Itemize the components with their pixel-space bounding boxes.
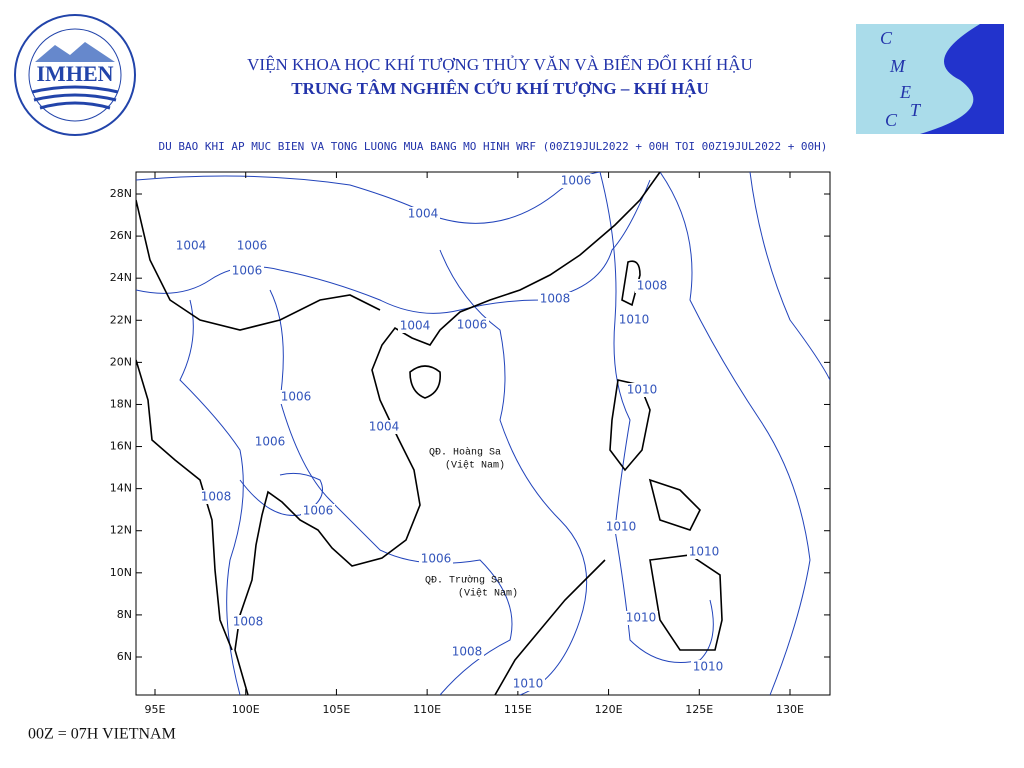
contour-label: 1008 [233,615,264,629]
contour-label-bg [253,435,287,449]
contour-label: 1010 [626,611,657,625]
lon-tick-label: 125E [685,703,713,716]
contour-label-bg [235,239,269,253]
lat-tick-label: 6N [117,650,132,663]
lat-tick-label: 26N [110,229,132,242]
contour-label: 1010 [606,520,637,534]
contour-label-bg [538,292,572,306]
contour-label-bg [230,264,264,278]
lat-tick-label: 22N [110,313,132,326]
contour-label: 1008 [637,279,668,293]
lat-tick-label: 14N [110,482,132,495]
contour-label: 1010 [627,383,658,397]
contour-label: 1008 [201,490,232,504]
contour-label: 1006 [237,239,268,253]
map-content [136,172,830,695]
contour-label-bg [624,611,658,625]
lat-tick-label: 20N [110,355,132,368]
lat-tick-label: 16N [110,440,132,453]
place-label: QĐ. Hoàng Sa [429,447,501,459]
contour-label: 1010 [619,313,650,327]
contour-label-bg [406,207,440,221]
contour-label-bg [174,239,208,253]
lat-tick-label: 24N [110,271,132,284]
lat-tick-label: 8N [117,608,132,621]
contour-label-bg [604,520,638,534]
contour-label-bg [559,174,593,188]
contour-label-bg [691,660,725,674]
logo-text: IMHEN [37,61,114,86]
contour-label-bg [231,615,265,629]
contour-label-bg [279,390,313,404]
imhen-logo: IMHEN [14,14,136,136]
map-title: DU BAO KHI AP MUC BIEN VA TONG LUONG MUA… [159,140,828,153]
coastlines [136,172,723,695]
lon-tick-label: 130E [776,703,804,716]
center-name: TRUNG TÂM NGHIÊN CỨU KHÍ TƯỢNG – KHÍ HẬU [291,79,708,98]
lat-tick-label: 28N [110,187,132,200]
contour-label: 1004 [400,319,431,333]
map-frame [135,171,831,696]
contour-label: 1006 [232,264,263,278]
contour-label: 1010 [693,660,724,674]
logo-letter: T [910,100,922,120]
contour-label-bg [455,318,489,332]
lat-tick-label: 12N [110,524,132,537]
lon-tick-label: 120E [595,703,623,716]
contour-label: 1008 [540,292,571,306]
contour-label-bg [617,313,651,327]
contour-label: 1006 [457,318,488,332]
contour-label: 1006 [255,435,286,449]
place-label: QĐ. Trường Sa [425,575,503,587]
contour-label-bg [511,677,545,691]
contour-label: 1006 [421,552,452,566]
logo-letter: E [899,82,911,102]
lat-tick-label: 18N [110,397,132,410]
contour-label-bg [635,279,669,293]
lat-tick-label: 10N [110,566,132,579]
contour-label-bg [398,319,432,333]
contour-label-bg [687,545,721,559]
logo-letter: C [880,28,893,48]
logo-letter: C [885,110,898,130]
contour-label-bg [419,552,453,566]
contour-label-bg [625,383,659,397]
lon-tick-label: 115E [504,703,532,716]
contour-label: 1010 [689,545,720,559]
lon-tick-label: 110E [413,703,441,716]
contour-label-bg [199,490,233,504]
footer-note: 00Z = 07H VIETNAM [28,726,176,743]
contour-label-bg [301,504,335,518]
contour-label: 1006 [281,390,312,404]
contour-label: 1008 [452,645,483,659]
contour-label: 1006 [561,174,592,188]
contour-label-bg [367,420,401,434]
lon-tick-label: 105E [322,703,350,716]
contour-label: 1004 [369,420,400,434]
place-label: (Việt Nam) [458,588,518,600]
contour-label: 1004 [176,239,207,253]
place-label: (Việt Nam) [445,460,505,472]
lon-tick-label: 100E [232,703,260,716]
contour-label: 1004 [408,207,439,221]
contour-label: 1006 [303,504,334,518]
lon-tick-label: 95E [145,703,166,716]
institute-name: VIỆN KHOA HỌC KHÍ TƯỢNG THỦY VĂN VÀ BIẾN… [247,54,753,74]
contour-label: 1010 [513,677,544,691]
contour-label-bg [450,645,484,659]
logo-letter: M [889,56,906,76]
